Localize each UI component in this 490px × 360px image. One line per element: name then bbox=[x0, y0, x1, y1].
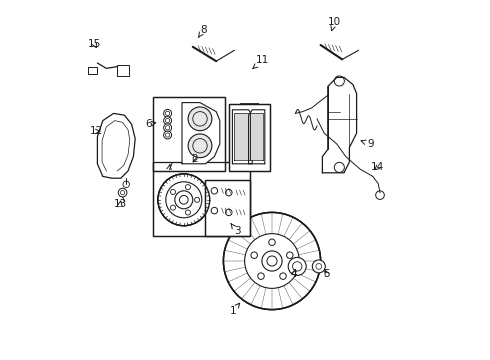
Circle shape bbox=[158, 174, 210, 226]
Text: 11: 11 bbox=[253, 55, 269, 68]
Text: 5: 5 bbox=[323, 269, 330, 279]
Text: 13: 13 bbox=[114, 199, 127, 210]
Text: 3: 3 bbox=[231, 224, 241, 237]
Bar bbox=[205, 180, 250, 236]
Bar bbox=[153, 162, 250, 236]
Text: 7: 7 bbox=[166, 162, 172, 172]
Polygon shape bbox=[98, 113, 135, 178]
Text: 8: 8 bbox=[198, 24, 207, 37]
Circle shape bbox=[211, 207, 218, 214]
Bar bbox=[153, 97, 225, 171]
Bar bbox=[229, 104, 270, 171]
Polygon shape bbox=[248, 110, 265, 164]
Polygon shape bbox=[234, 113, 250, 160]
Circle shape bbox=[188, 107, 212, 131]
Bar bbox=[205, 180, 250, 236]
Circle shape bbox=[225, 209, 232, 216]
Circle shape bbox=[223, 212, 320, 310]
Circle shape bbox=[288, 257, 306, 275]
Text: 15: 15 bbox=[88, 39, 101, 49]
Bar bbox=[88, 67, 98, 74]
Polygon shape bbox=[232, 110, 252, 164]
Polygon shape bbox=[182, 103, 220, 164]
Circle shape bbox=[188, 134, 212, 158]
Text: 2: 2 bbox=[191, 154, 198, 164]
Bar bbox=[153, 162, 250, 236]
Circle shape bbox=[211, 188, 218, 194]
Text: 1: 1 bbox=[229, 303, 240, 316]
Bar bbox=[153, 97, 225, 171]
Circle shape bbox=[164, 117, 171, 125]
Circle shape bbox=[225, 189, 232, 196]
Circle shape bbox=[164, 131, 171, 139]
Text: 6: 6 bbox=[146, 119, 156, 129]
Bar bbox=[117, 65, 129, 76]
Text: 14: 14 bbox=[371, 162, 384, 172]
Text: 10: 10 bbox=[328, 17, 341, 31]
Text: 12: 12 bbox=[89, 126, 102, 136]
Polygon shape bbox=[322, 77, 357, 173]
Circle shape bbox=[118, 188, 127, 197]
Circle shape bbox=[164, 109, 171, 117]
Bar bbox=[229, 104, 270, 171]
Circle shape bbox=[312, 260, 325, 273]
Polygon shape bbox=[250, 113, 263, 160]
Circle shape bbox=[164, 124, 171, 132]
Text: 9: 9 bbox=[361, 139, 373, 149]
Text: 4: 4 bbox=[291, 269, 297, 279]
